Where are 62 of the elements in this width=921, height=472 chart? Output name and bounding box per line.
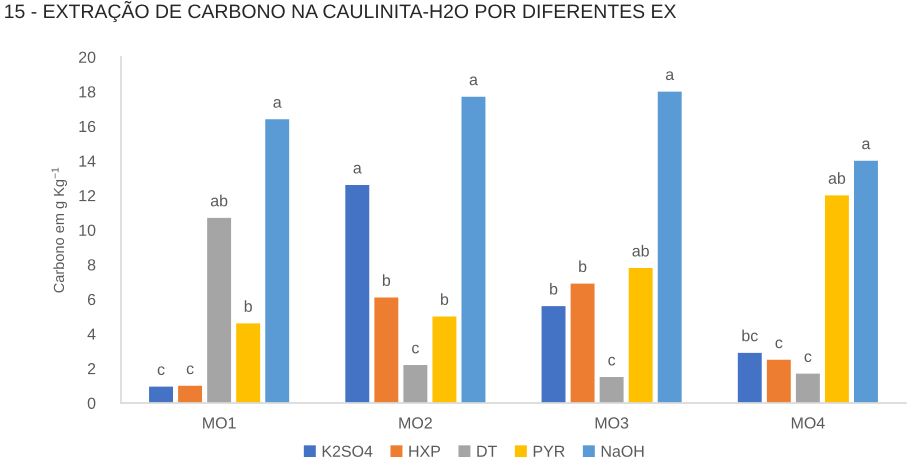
x-tick-label: MO3 [596, 417, 628, 429]
data-label: a [354, 164, 362, 174]
bar [542, 306, 566, 403]
y-axis-title: Carbono em g Kg$^{−1}$ [52, 168, 67, 293]
y-tick-label: 10 [79, 224, 96, 236]
bar [658, 92, 682, 403]
y-tick-label: 16 [79, 120, 96, 132]
y-tick-label: 0 [88, 398, 96, 409]
y-tick-label: 6 [88, 294, 96, 306]
bar [824, 195, 849, 403]
x-tick-label: MO4 [792, 417, 825, 429]
data-label: b [441, 293, 448, 306]
bar [236, 323, 260, 403]
y-tick-label: 18 [79, 86, 96, 98]
data-label: b [579, 260, 586, 272]
chart-title: 15 - EXTRAÇÃO DE CARBONO NA CAULINITA-H2O POR DIFERENTES EX [5, 0, 676, 22]
data-label: b [382, 274, 390, 286]
bar [628, 268, 653, 403]
bar [600, 377, 624, 403]
legend-label: DT [477, 446, 497, 457]
legend-label: K2SO4 [322, 446, 372, 457]
data-label: a [666, 71, 674, 80]
bar [766, 360, 791, 403]
bar [207, 218, 232, 403]
data-label: c [608, 356, 616, 366]
data-label: ab [210, 194, 228, 206]
data-label: c [412, 344, 419, 354]
data-label: a [470, 76, 478, 86]
data-label: b [550, 282, 558, 295]
data-label: a [273, 99, 282, 108]
y-tick-label: 4 [87, 328, 96, 340]
bar [345, 185, 370, 403]
data-label: c [776, 340, 782, 348]
y-tick-label: 20 [79, 52, 96, 63]
y-tick-label: 12 [79, 190, 96, 202]
data-label: c [158, 366, 165, 376]
bar [178, 386, 202, 403]
bar [738, 352, 762, 403]
data-label: b [244, 300, 252, 312]
data-label: ab [632, 244, 649, 257]
y-tick-label: 14 [79, 156, 96, 167]
data-label: ab [828, 172, 846, 184]
data-label: c [186, 365, 194, 374]
bar [432, 316, 456, 403]
bar [374, 297, 398, 403]
data-label: c [804, 353, 812, 362]
bar [570, 284, 595, 403]
bar [265, 119, 290, 403]
legend-label: PYR [534, 446, 565, 457]
bar [796, 374, 820, 403]
x-tick-label: MO1 [203, 417, 236, 429]
legend-label: NaOH [602, 446, 644, 457]
x-tick-label: MO2 [399, 417, 432, 429]
y-tick-label: 2 [88, 363, 96, 374]
data-label: a [862, 140, 870, 150]
bar [854, 160, 878, 403]
bar [149, 386, 174, 403]
bar [461, 96, 486, 403]
legend-label: HXP [409, 446, 440, 457]
data-label: bc [742, 330, 758, 342]
bar [403, 364, 428, 403]
y-tick-label: 8 [88, 259, 96, 271]
